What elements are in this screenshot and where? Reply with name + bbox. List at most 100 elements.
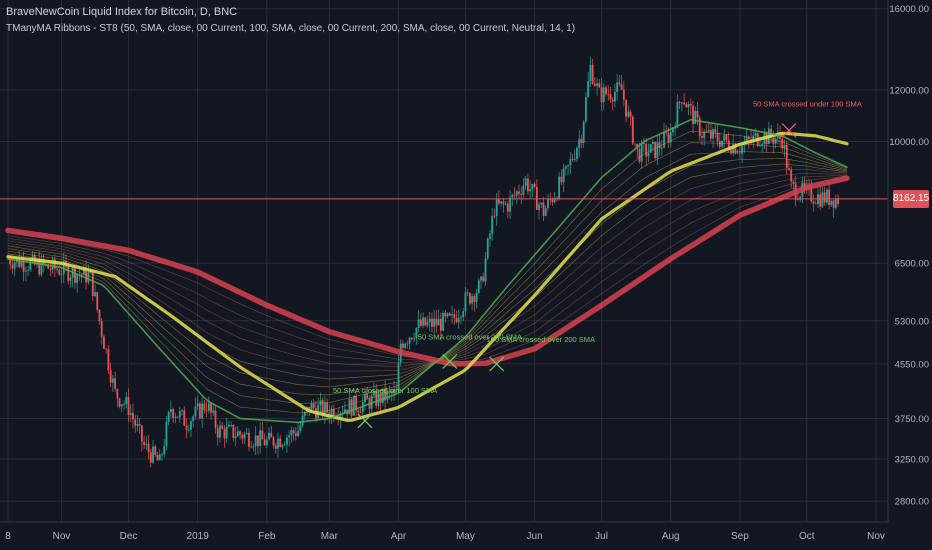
- candle-body: [727, 140, 730, 150]
- candle-body: [439, 318, 442, 331]
- candle-body: [558, 176, 561, 199]
- candle-body: [263, 439, 266, 446]
- time-axis[interactable]: [0, 522, 888, 550]
- candle-body: [428, 318, 431, 323]
- candle-body: [457, 317, 460, 323]
- candle-body: [471, 296, 474, 304]
- candlestick-series: [7, 56, 839, 468]
- candle-body: [524, 178, 527, 186]
- candle-body: [618, 82, 621, 85]
- candle-body: [350, 399, 353, 416]
- candle-body: [125, 397, 128, 404]
- candle-body: [183, 410, 186, 426]
- indicator-legend[interactable]: TManyMA Ribbons - ST8 (50, SMA, close, 0…: [6, 23, 576, 34]
- candle-body: [609, 94, 612, 100]
- candle-body: [147, 443, 150, 453]
- candle-body: [518, 191, 520, 194]
- candle-body: [198, 403, 201, 419]
- candle-body: [274, 445, 277, 449]
- candle-body: [451, 314, 453, 316]
- candle-body: [91, 270, 94, 296]
- candle-body: [127, 397, 130, 416]
- candle-body: [680, 102, 683, 104]
- price-tick-label: 6500.00: [895, 259, 929, 270]
- candle-body: [154, 446, 157, 455]
- candle-body: [593, 83, 596, 86]
- candle-body: [219, 425, 221, 438]
- candle-body: [672, 128, 674, 133]
- candle-body: [156, 454, 159, 461]
- cross-annotation-label: 50 SMA crossed over 200 SMA: [418, 332, 522, 341]
- candle-body: [444, 312, 447, 317]
- candle-body: [669, 132, 672, 143]
- candle-body: [370, 395, 373, 409]
- ma-line-200-sma: [5, 175, 850, 367]
- candle-body: [549, 198, 552, 200]
- candle-body: [781, 138, 784, 149]
- ribbon-line: [7, 174, 848, 364]
- candle-body: [491, 215, 494, 234]
- candle-body: [482, 276, 485, 282]
- candle-body: [283, 444, 286, 446]
- ribbon-line: [7, 158, 848, 388]
- candle-body: [542, 202, 545, 216]
- candle-body: [158, 454, 161, 461]
- candle-body: [239, 431, 241, 435]
- candle-body: [69, 277, 72, 281]
- candle-body: [29, 260, 32, 270]
- candle-body: [580, 138, 583, 144]
- candle-body: [277, 438, 279, 449]
- candle-body: [611, 99, 614, 102]
- candle-body: [761, 143, 764, 145]
- candle-body: [712, 129, 715, 139]
- candle-body: [830, 200, 833, 206]
- candle-body: [234, 436, 237, 438]
- candle-body: [578, 138, 581, 148]
- candle-body: [332, 408, 335, 419]
- candle-body: [754, 133, 757, 136]
- candle-body: [13, 262, 16, 269]
- last-price-badge: 8162.15: [893, 189, 929, 208]
- time-tick-label: Nov: [867, 531, 885, 542]
- candle-body: [522, 185, 525, 195]
- candle-body: [357, 410, 360, 413]
- candle-body: [344, 409, 346, 414]
- candle-body: [538, 204, 540, 210]
- time-tick-label: Aug: [662, 531, 680, 542]
- candle-body: [265, 439, 268, 446]
- candle-body: [544, 208, 547, 216]
- candle-body: [201, 403, 204, 419]
- candle-body: [384, 388, 387, 401]
- candle-body: [294, 433, 297, 437]
- candle-body: [622, 89, 625, 100]
- candle-body: [705, 131, 708, 133]
- candle-body: [509, 197, 511, 212]
- candle-body: [80, 274, 83, 276]
- candle-body: [82, 267, 85, 276]
- price-axis[interactable]: [888, 0, 932, 522]
- candle-body: [364, 393, 366, 402]
- time-tick-label: Oct: [799, 531, 815, 542]
- candle-body: [551, 199, 554, 203]
- cross-annotation-label: 100 SMA crossed over 200 SMA: [487, 335, 595, 344]
- time-tick-label: 2019: [187, 531, 210, 542]
- candle-body: [607, 94, 610, 95]
- ma-ribbons: [7, 130, 848, 414]
- candle-body: [678, 102, 681, 104]
- candle-body: [605, 87, 607, 95]
- candle-body: [683, 102, 686, 105]
- candle-body: [571, 159, 574, 160]
- candle-body: [631, 116, 634, 144]
- candle-body: [11, 264, 14, 269]
- candle-body: [547, 198, 549, 209]
- candle-body: [426, 322, 429, 326]
- candle-body: [169, 409, 172, 413]
- price-tick-label: 5300.00: [895, 316, 929, 327]
- candle-body: [268, 432, 270, 440]
- price-axis-labels: 16000.00 12000.00 10000.00 6500.00 5300.00 45…: [889, 4, 929, 507]
- candle-body: [87, 272, 90, 283]
- candle-body: [464, 292, 467, 312]
- candle-body: [210, 403, 212, 413]
- candle-body: [297, 430, 299, 437]
